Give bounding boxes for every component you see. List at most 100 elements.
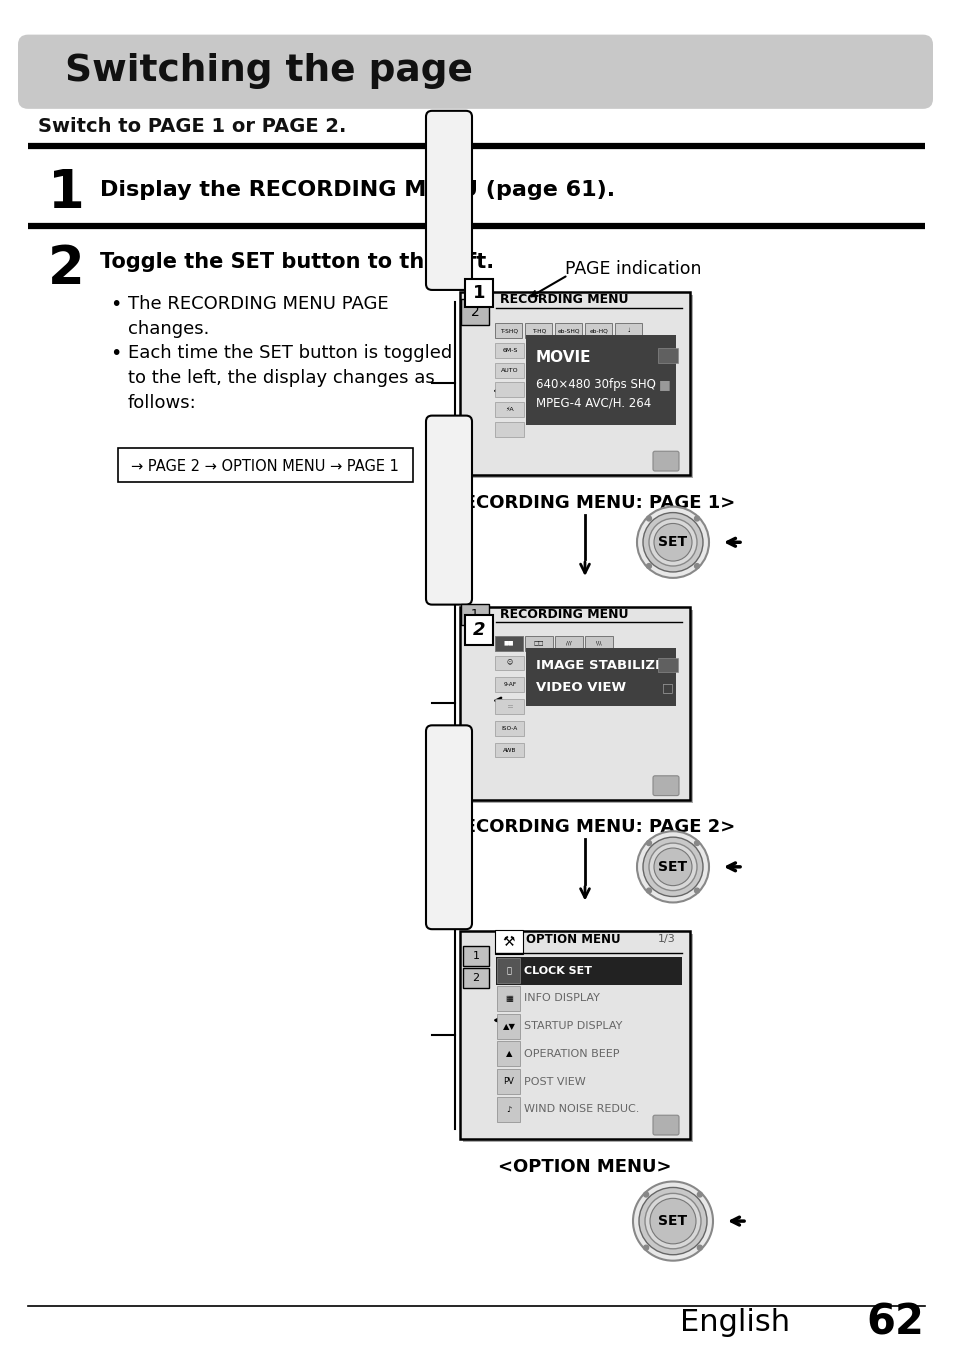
FancyBboxPatch shape bbox=[495, 343, 524, 358]
Text: <RECORDING MENU: PAGE 2>: <RECORDING MENU: PAGE 2> bbox=[435, 818, 735, 837]
FancyBboxPatch shape bbox=[495, 323, 522, 338]
Text: ▦: ▦ bbox=[504, 994, 513, 1003]
FancyBboxPatch shape bbox=[525, 636, 553, 651]
FancyBboxPatch shape bbox=[495, 636, 523, 651]
FancyBboxPatch shape bbox=[426, 725, 472, 929]
FancyBboxPatch shape bbox=[462, 295, 692, 477]
Text: MPEG-4 AVC/H. 264: MPEG-4 AVC/H. 264 bbox=[536, 397, 651, 409]
Text: Switch to PAGE 1 or PAGE 2.: Switch to PAGE 1 or PAGE 2. bbox=[38, 117, 346, 136]
Text: ■: ■ bbox=[659, 378, 670, 391]
Circle shape bbox=[646, 564, 651, 569]
FancyBboxPatch shape bbox=[652, 776, 679, 796]
FancyBboxPatch shape bbox=[462, 946, 489, 966]
Text: Each time the SET button is toggled
to the left, the display changes as
follows:: Each time the SET button is toggled to t… bbox=[128, 344, 452, 413]
Circle shape bbox=[642, 837, 702, 897]
FancyBboxPatch shape bbox=[495, 363, 524, 378]
FancyBboxPatch shape bbox=[497, 1069, 520, 1093]
FancyBboxPatch shape bbox=[525, 648, 676, 706]
Text: AUTO: AUTO bbox=[500, 367, 518, 373]
Text: 1: 1 bbox=[473, 284, 485, 301]
Text: eb-HQ: eb-HQ bbox=[589, 328, 608, 334]
Text: MOVIE: MOVIE bbox=[536, 350, 591, 364]
FancyBboxPatch shape bbox=[426, 416, 472, 605]
Circle shape bbox=[642, 512, 702, 572]
Text: T-SHQ: T-SHQ bbox=[499, 328, 517, 334]
Text: → PAGE 2 → OPTION MENU → PAGE 1: → PAGE 2 → OPTION MENU → PAGE 1 bbox=[131, 459, 398, 473]
FancyBboxPatch shape bbox=[495, 742, 524, 757]
Circle shape bbox=[643, 1245, 648, 1250]
Text: SET: SET bbox=[658, 859, 687, 874]
FancyBboxPatch shape bbox=[460, 604, 489, 625]
Text: English: English bbox=[679, 1307, 789, 1337]
FancyBboxPatch shape bbox=[585, 323, 612, 338]
FancyBboxPatch shape bbox=[658, 348, 678, 363]
Text: eb-SHQ: eb-SHQ bbox=[558, 328, 579, 334]
Circle shape bbox=[646, 516, 651, 521]
Text: 1/3: 1/3 bbox=[658, 933, 676, 944]
Circle shape bbox=[694, 841, 699, 846]
Text: PV: PV bbox=[503, 1077, 514, 1085]
FancyBboxPatch shape bbox=[495, 699, 524, 714]
Text: Toggle the SET button to the left.: Toggle the SET button to the left. bbox=[100, 253, 494, 272]
FancyBboxPatch shape bbox=[658, 658, 678, 672]
Text: VIDEO VIEW: VIDEO VIEW bbox=[536, 681, 625, 694]
Circle shape bbox=[648, 519, 697, 566]
FancyBboxPatch shape bbox=[118, 448, 413, 482]
FancyBboxPatch shape bbox=[426, 110, 472, 291]
Text: AWB: AWB bbox=[503, 748, 517, 753]
Circle shape bbox=[697, 1192, 701, 1197]
Circle shape bbox=[649, 1198, 696, 1244]
Text: SET: SET bbox=[658, 535, 687, 549]
Circle shape bbox=[648, 843, 697, 890]
Text: \\\: \\\ bbox=[596, 640, 601, 646]
Text: POST VIEW: POST VIEW bbox=[523, 1076, 585, 1087]
FancyBboxPatch shape bbox=[555, 636, 583, 651]
Text: ▲▼: ▲▼ bbox=[502, 1022, 515, 1030]
FancyBboxPatch shape bbox=[525, 335, 676, 425]
FancyBboxPatch shape bbox=[495, 655, 524, 670]
Text: <RECORDING MENU: PAGE 1>: <RECORDING MENU: PAGE 1> bbox=[435, 494, 735, 511]
Text: 2: 2 bbox=[473, 621, 485, 639]
FancyBboxPatch shape bbox=[464, 616, 493, 646]
Text: ☺: ☺ bbox=[506, 660, 513, 666]
Circle shape bbox=[643, 1192, 648, 1197]
Text: IMAGE STABILIZER: IMAGE STABILIZER bbox=[536, 659, 674, 672]
Text: •: • bbox=[110, 344, 121, 363]
Text: 1: 1 bbox=[471, 608, 478, 621]
Text: WIND NOISE REDUC.: WIND NOISE REDUC. bbox=[523, 1104, 639, 1114]
Text: ISO-A: ISO-A bbox=[501, 726, 517, 730]
FancyBboxPatch shape bbox=[462, 935, 692, 1142]
Text: ⚡A: ⚡A bbox=[505, 408, 514, 412]
Text: 2: 2 bbox=[472, 972, 479, 983]
Circle shape bbox=[639, 1188, 706, 1255]
Circle shape bbox=[646, 841, 651, 846]
Text: OPTION MENU: OPTION MENU bbox=[525, 932, 620, 946]
FancyBboxPatch shape bbox=[652, 451, 679, 471]
Circle shape bbox=[633, 1181, 712, 1260]
Circle shape bbox=[654, 523, 691, 561]
FancyBboxPatch shape bbox=[497, 1014, 520, 1038]
Text: <OPTION MENU>: <OPTION MENU> bbox=[497, 1158, 671, 1176]
Text: ▲: ▲ bbox=[505, 1049, 512, 1059]
Text: 640×480 30fps SHQ: 640×480 30fps SHQ bbox=[536, 378, 655, 391]
Text: :::: ::: bbox=[506, 703, 513, 709]
FancyBboxPatch shape bbox=[497, 1098, 520, 1122]
Text: □: □ bbox=[661, 681, 673, 694]
FancyBboxPatch shape bbox=[462, 968, 489, 987]
FancyBboxPatch shape bbox=[495, 931, 522, 954]
FancyBboxPatch shape bbox=[497, 959, 520, 983]
Text: ■■: ■■ bbox=[503, 640, 514, 646]
Text: □□: □□ bbox=[533, 640, 543, 646]
Text: PAGE indication: PAGE indication bbox=[564, 260, 700, 278]
Text: STARTUP DISPLAY: STARTUP DISPLAY bbox=[523, 1021, 621, 1032]
Text: ⏰: ⏰ bbox=[506, 966, 511, 975]
Text: ///: /// bbox=[565, 640, 571, 646]
Text: T-HQ: T-HQ bbox=[532, 328, 545, 334]
Text: ♩: ♩ bbox=[627, 328, 630, 334]
Text: ♪: ♪ bbox=[506, 1104, 511, 1114]
FancyBboxPatch shape bbox=[462, 609, 692, 803]
Text: 2: 2 bbox=[470, 305, 478, 319]
FancyBboxPatch shape bbox=[495, 422, 524, 437]
Text: 6M-S: 6M-S bbox=[502, 348, 517, 352]
Text: Display the RECORDING MENU (page 61).: Display the RECORDING MENU (page 61). bbox=[100, 180, 615, 200]
